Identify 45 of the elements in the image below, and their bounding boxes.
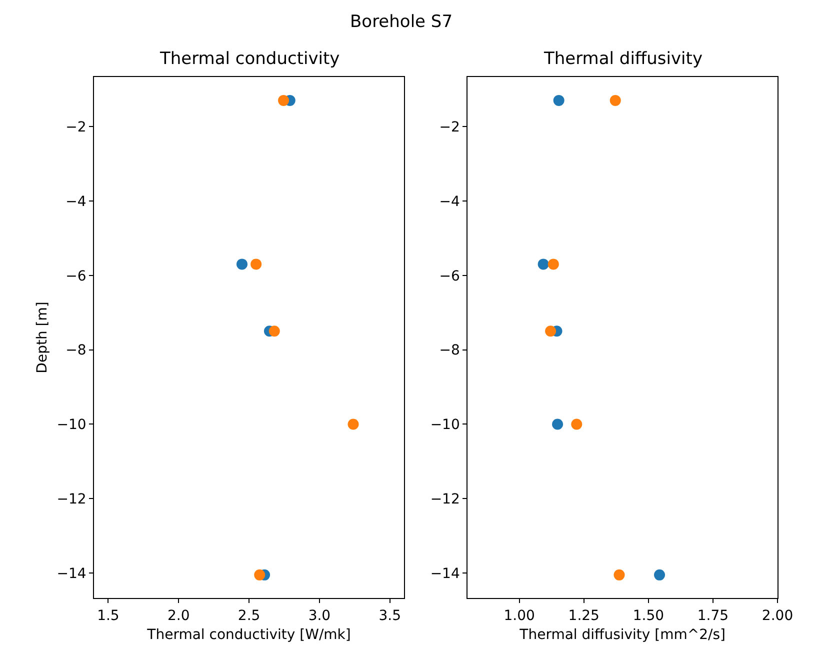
text: Borehole S7: [350, 12, 453, 32]
y-tick-label: −4: [66, 194, 86, 210]
x-tick-label: 1.5: [97, 608, 120, 624]
point: [545, 326, 556, 337]
point: [552, 418, 564, 430]
y-tick-label: −12: [430, 492, 460, 508]
point: [538, 258, 549, 270]
x-tick-label: 1.00: [504, 608, 535, 624]
x-tick-label: 1.25: [568, 608, 600, 624]
point: [254, 569, 266, 580]
y-tick-label: −12: [56, 492, 86, 508]
y-tick-label: −10: [56, 417, 86, 434]
y-tick-label: −4: [439, 194, 460, 210]
point: [250, 258, 262, 270]
y-tick-label: −10: [430, 417, 460, 434]
x-tick-label: 3.5: [378, 608, 401, 624]
x-tick-label: 2.00: [762, 608, 794, 624]
chart-title: Thermal diffusivity: [543, 49, 703, 69]
point: [236, 258, 248, 270]
point: [654, 569, 666, 580]
chart-title: Thermal conductivity: [159, 49, 340, 69]
y-tick-label: −8: [439, 342, 460, 359]
point: [278, 94, 290, 106]
y-axis-title: Depth [m]: [34, 302, 50, 374]
point: [553, 94, 564, 106]
x-tick-label: 1.50: [632, 608, 664, 624]
point: [548, 258, 559, 270]
x-tick-label: 2.0: [167, 608, 190, 624]
y-tick-label: −8: [66, 342, 86, 359]
x-tick-label: 2.5: [238, 608, 260, 624]
point: [610, 94, 621, 106]
x-tick-label: 1.75: [697, 608, 729, 624]
x-axis-title: Thermal diffusivity [mm^2/s]: [518, 627, 726, 644]
point: [614, 569, 625, 580]
y-tick-label: −2: [66, 119, 86, 136]
point: [348, 418, 359, 430]
x-axis-title: Thermal conductivity [W/mk]: [146, 627, 351, 644]
x-tick-label: 3.0: [308, 608, 331, 624]
y-tick-label: −14: [430, 566, 460, 582]
point: [268, 326, 280, 337]
y-tick-label: −14: [56, 566, 86, 582]
y-tick-label: −6: [66, 268, 86, 284]
y-tick-label: −6: [439, 268, 460, 284]
point: [571, 418, 582, 430]
y-tick-label: −2: [439, 119, 460, 136]
